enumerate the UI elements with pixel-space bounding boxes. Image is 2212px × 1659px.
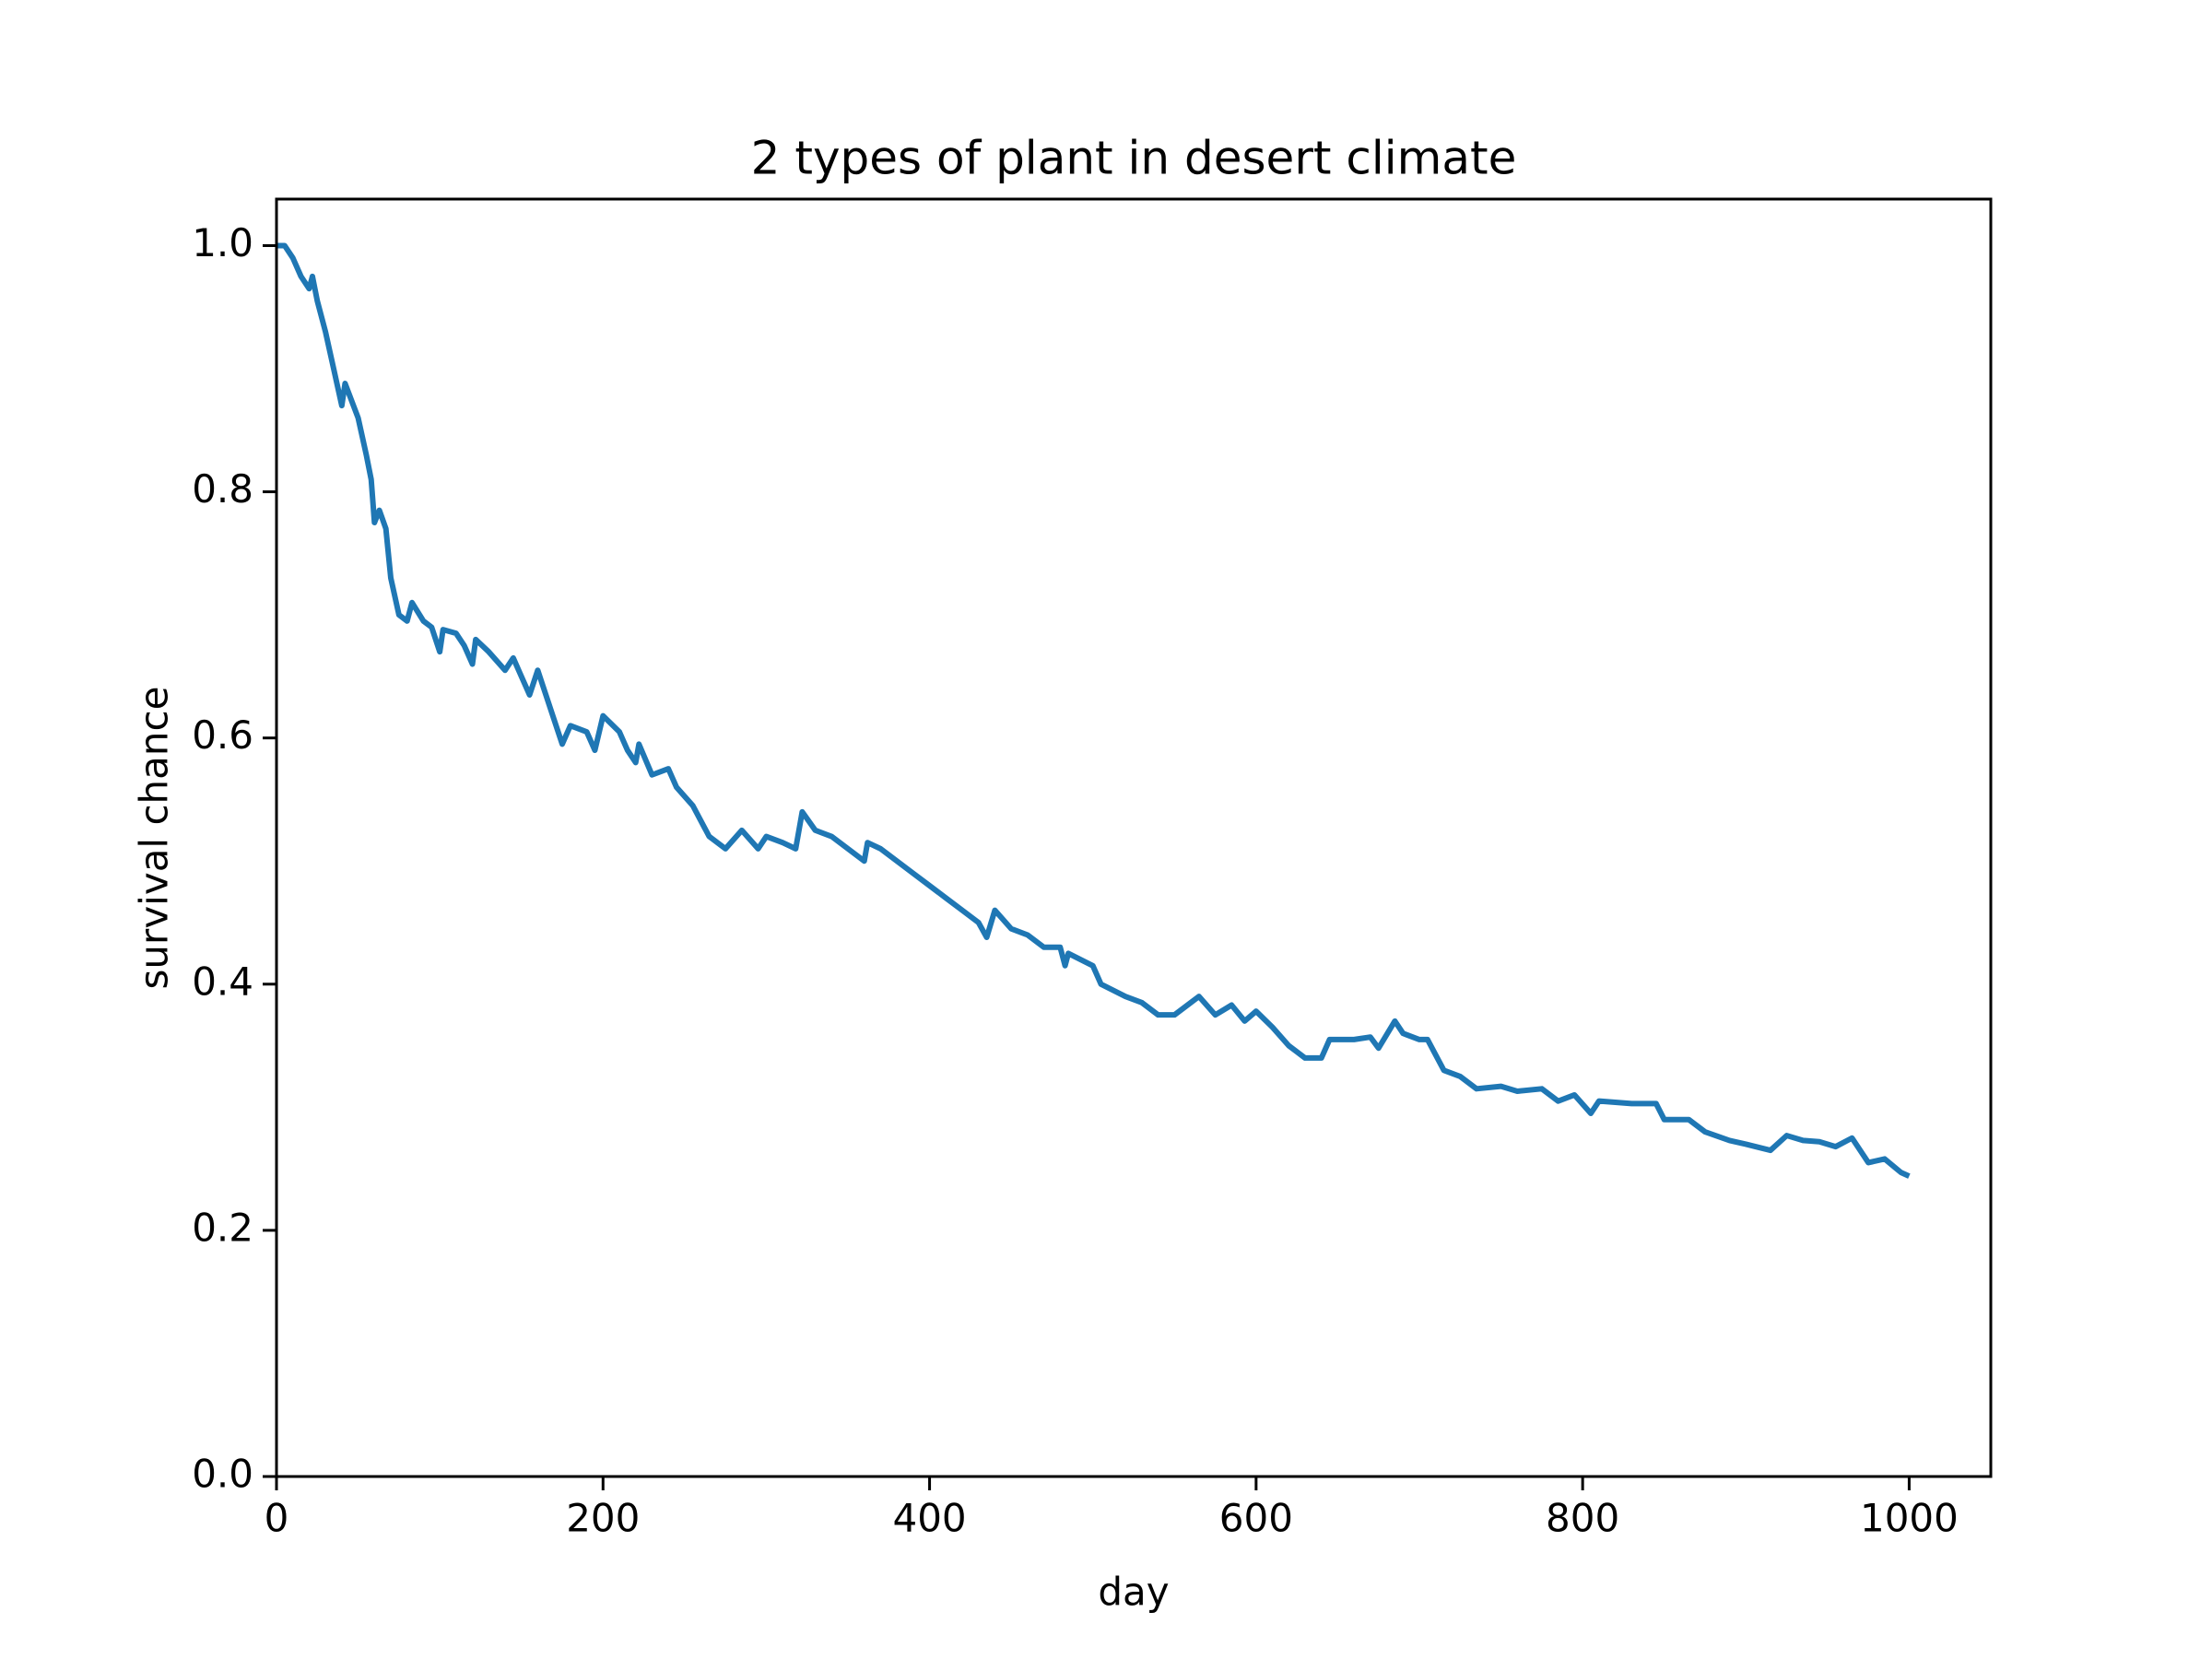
plot-frame	[275, 197, 1993, 1478]
x-tick-label: 1000	[1860, 1496, 1959, 1541]
x-axis-label: day	[1098, 1570, 1169, 1615]
x-tick-label: 400	[892, 1496, 966, 1541]
y-tick-label: 0.6	[192, 712, 253, 758]
y-tick-label: 0.4	[192, 959, 253, 1004]
y-tick-label: 0.2	[192, 1205, 253, 1250]
x-tick-label: 0	[265, 1496, 289, 1541]
y-tick-label: 1.0	[192, 220, 253, 265]
y-tick-label: 0.0	[192, 1452, 253, 1497]
y-axis-label: survival chance	[132, 687, 177, 990]
line	[276, 242, 1911, 1179]
x-tick-label: 600	[1219, 1496, 1293, 1541]
chart-title: 2 types of plant in desert climate	[751, 132, 1517, 185]
y-tick-label: 0.8	[192, 466, 253, 512]
x-tick-label: 800	[1546, 1496, 1619, 1541]
x-tick-label: 200	[566, 1496, 640, 1541]
